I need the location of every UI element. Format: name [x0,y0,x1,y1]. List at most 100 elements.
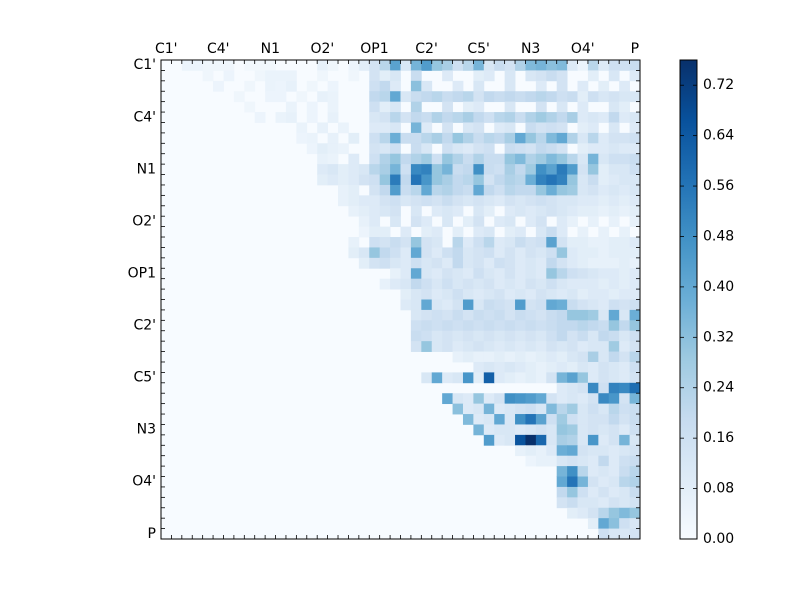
heatmap-cell [473,122,485,134]
heatmap-cell [515,299,526,311]
heatmap-cell [587,195,599,207]
heatmap-cell [598,403,610,415]
heatmap-cell [452,278,464,290]
heatmap-cell [608,372,620,384]
heatmap-cell [379,205,391,217]
heatmap-cell [473,351,485,363]
heatmap-cell [587,247,599,259]
heatmap-cell [473,205,485,217]
heatmap-cell [608,341,620,352]
heatmap-cell [629,466,641,477]
heatmap-cell [358,247,370,259]
heatmap-cell [567,414,578,425]
heatmap-cell [473,112,485,123]
heatmap-cell [452,80,464,92]
heatmap-cell [515,330,526,342]
heatmap-cell [462,403,474,415]
heatmap-cell [567,257,578,269]
heatmap-cell [629,372,641,384]
heatmap-cell [629,247,641,259]
heatmap-cell [515,257,526,269]
heatmap-cell [546,309,558,321]
heatmap-cell [483,184,495,196]
heatmap-cell [442,393,453,405]
heatmap-cell [400,237,412,248]
x-tick-label: O4' [571,41,595,57]
heatmap-cell [598,278,610,290]
heatmap-cell [338,143,349,155]
heatmap-cell [587,476,599,488]
heatmap-cell [567,351,578,363]
heatmap-cell [587,403,599,415]
heatmap-cell [400,278,412,290]
heatmap-cell [431,60,443,71]
heatmap-cell [587,361,599,373]
heatmap-cell [598,486,610,498]
heatmap-cell [369,247,381,259]
heatmap-cell [265,91,276,103]
heatmap-cell [629,184,641,196]
heatmap-cell [546,414,558,425]
heatmap-cell [525,445,537,457]
colorbar-gradient [679,59,698,540]
heatmap-cell [587,278,599,290]
heatmap-cell [504,174,516,186]
heatmap-cell [348,237,360,248]
heatmap-cell [390,101,401,113]
heatmap-cell [515,247,526,259]
heatmap-cell [556,403,568,415]
heatmap-cell [608,164,620,175]
y-tick-label: O4' [132,474,156,490]
heatmap-cell [410,195,422,207]
heatmap-cell [462,341,474,352]
heatmap-cell [619,309,630,321]
heatmap-cell [598,372,610,384]
heatmap-cell [619,382,630,394]
heatmap-cell [546,330,558,342]
heatmap-cell [577,164,589,175]
heatmap-cell [587,70,599,82]
heatmap-cell [452,91,464,103]
heatmap-cell [317,122,329,134]
heatmap-cell [587,320,599,332]
heatmap-cell [567,403,578,415]
heatmap-cell [515,341,526,352]
heatmap-cell [546,361,558,373]
heatmap-cell [608,382,620,394]
heatmap-cell [619,91,630,103]
heatmap-cell [379,80,391,92]
heatmap-cell [515,403,526,415]
heatmap-cell [483,195,495,207]
heatmap-cell [546,226,558,238]
minor-ticks [160,59,641,540]
heatmap-cell [452,247,464,259]
heatmap-cell [515,60,526,71]
heatmap-cell [431,299,443,311]
heatmap-cell [619,351,630,363]
heatmap-cell [452,164,464,175]
heatmap-cell [587,414,599,425]
heatmap-cell [452,299,464,311]
heatmap-cell [275,112,287,123]
heatmap-cell [431,174,443,186]
heatmap-cell [379,60,391,71]
heatmap-cell [369,226,381,238]
heatmap-cell [629,486,641,498]
heatmap-cell [390,112,401,123]
heatmap-cell [556,351,568,363]
heatmap-cell [608,247,620,259]
heatmap-cell [442,143,453,155]
heatmap-cell [473,91,485,103]
heatmap-cell [306,101,318,113]
heatmap-cell [462,330,474,342]
heatmap-cell [546,268,558,280]
heatmap-cell [410,174,422,186]
heatmap-cell [587,60,599,71]
heatmap-cell [587,330,599,342]
heatmap-cell [410,330,422,342]
heatmap-cell [400,195,412,207]
heatmap-cell [629,476,641,488]
heatmap-cell [369,132,381,144]
heatmap-cell [598,80,610,92]
heatmap-cell [348,164,360,175]
